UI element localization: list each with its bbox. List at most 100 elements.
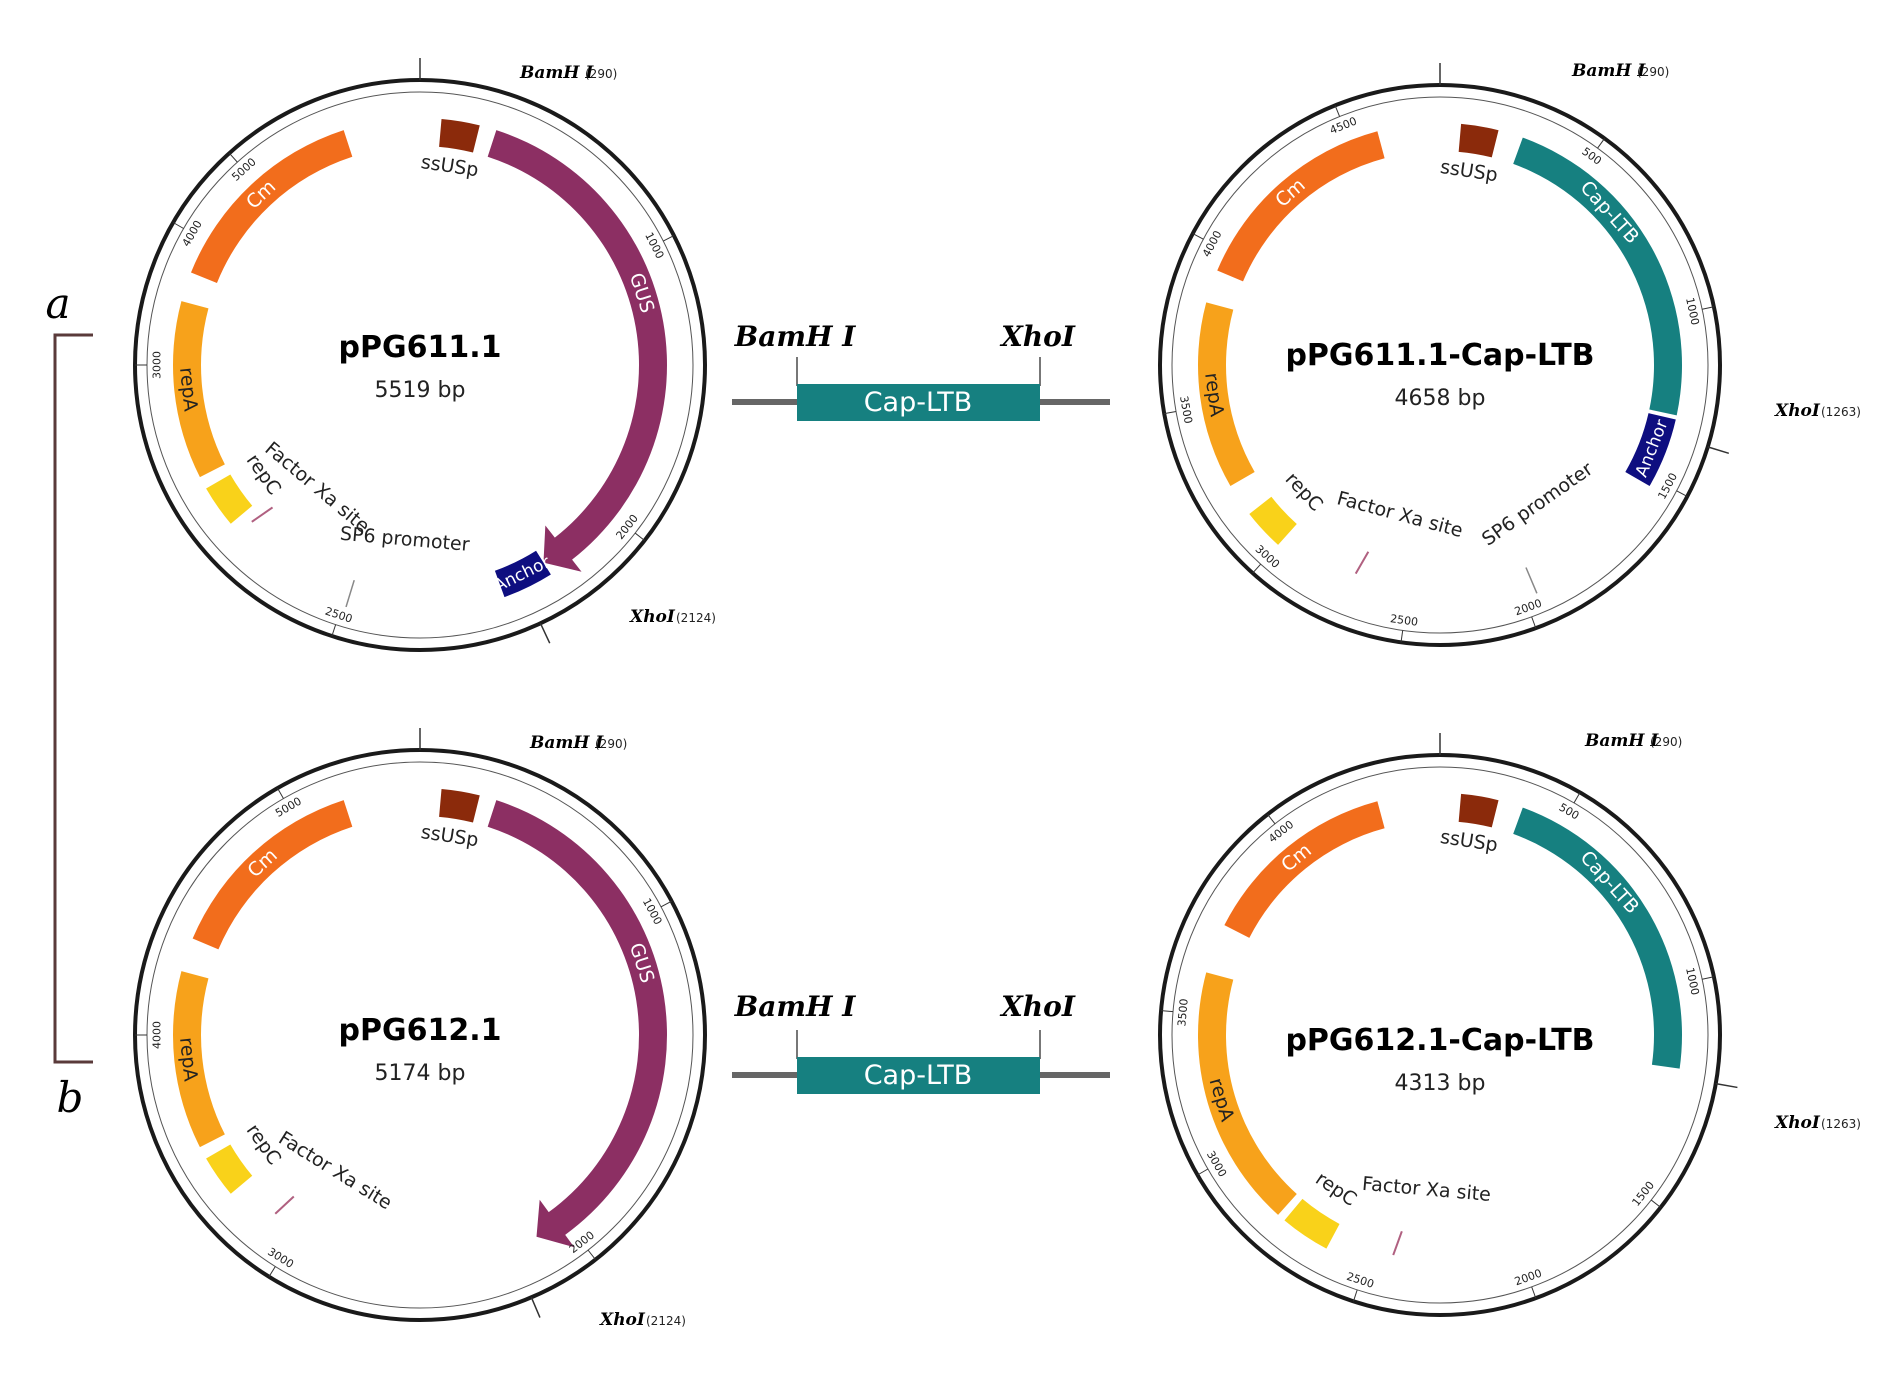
tick-label: 1000	[642, 230, 666, 261]
ssusp-label: ssUSp	[1439, 826, 1499, 856]
tick-mark	[172, 222, 184, 229]
plasmid-inner-ring	[1171, 766, 1709, 1304]
ssusp-label: ssUSp	[1439, 156, 1499, 186]
restriction-site-position: (290)	[1637, 65, 1669, 79]
ssusp-label: ssUSp	[419, 151, 479, 181]
fragment-label: Cap-LTB	[864, 387, 973, 418]
tick-mark	[1267, 814, 1276, 825]
tick-mark	[1197, 1168, 1209, 1176]
factor-xa-label: Factor Xa site	[1361, 1173, 1492, 1206]
ssUSp-feature	[1458, 793, 1499, 828]
tick-label: 3000	[265, 1245, 296, 1271]
tick-label: 1500	[1630, 1179, 1657, 1209]
gus-feature	[487, 130, 667, 572]
cap-ltb-label: Cap-LTB	[1576, 847, 1643, 919]
tick-label: 5000	[273, 795, 304, 820]
fragment-right-site: XhoI	[999, 990, 1076, 1023]
restriction-site-name: XhoI	[1774, 1113, 1821, 1133]
tick-mark	[1334, 105, 1341, 117]
plasmid-size: 4658 bp	[1395, 386, 1486, 411]
tick-mark	[1164, 411, 1177, 415]
tick-label: 4000	[151, 1021, 164, 1049]
restriction-site-position: (2124)	[676, 611, 716, 625]
sp6-promoter-label: SP6 promoter	[339, 523, 470, 556]
fragment-left-site: BamH I	[734, 990, 857, 1023]
plasmid-size: 4313 bp	[1395, 1071, 1486, 1096]
restriction-site-name: XhoI	[629, 607, 676, 627]
factor-xa-marker	[1392, 1230, 1403, 1256]
plasmid-inner-ring	[1171, 96, 1709, 634]
restriction-site-name: BamH I	[1584, 731, 1659, 751]
tick-label: 3500	[1177, 395, 1195, 425]
sp6-promoter-marker	[345, 579, 355, 608]
tick-mark	[634, 532, 645, 541]
tick-label: 3500	[1175, 998, 1190, 1027]
insert-fragment-top: Cap-LTB BamH I XhoI	[732, 320, 1110, 421]
plasmid-size: 5519 bp	[375, 378, 466, 403]
tick-mark	[1352, 1289, 1358, 1302]
tick-label: 1000	[640, 896, 665, 927]
restriction-site-marker	[1707, 446, 1730, 455]
tick-label: 1000	[1683, 966, 1702, 996]
repC-feature	[206, 474, 253, 524]
ssUSp-feature	[1458, 123, 1499, 158]
restriction-site-marker	[1715, 1082, 1738, 1089]
tick-mark	[1573, 792, 1581, 804]
ssUSp-feature	[439, 788, 480, 823]
repA-feature	[173, 301, 225, 478]
cap-ltb-label: Cap-LTB	[1576, 177, 1643, 249]
anchor-feature	[494, 550, 551, 598]
tick-label: 3000	[1253, 543, 1283, 571]
factor-xa-marker	[274, 1195, 295, 1215]
panel-label-a: a	[45, 279, 70, 328]
sp6-promoter-marker	[1525, 567, 1538, 594]
tick-mark	[1650, 1199, 1661, 1208]
tick-mark	[1597, 138, 1605, 149]
tick-label: 4000	[180, 218, 205, 249]
plasmid-name: pPG612.1	[339, 1013, 502, 1048]
repa-label: repA	[175, 1036, 201, 1082]
tick-mark	[1161, 1010, 1174, 1013]
cm-feature	[1224, 801, 1385, 938]
repa-label: repA	[175, 366, 201, 412]
cm-feature	[192, 800, 353, 950]
cm-feature	[1217, 131, 1385, 282]
tick-mark	[228, 152, 238, 163]
fragment-left-site: BamH I	[734, 320, 857, 353]
restriction-site-position: (290)	[585, 67, 617, 81]
tick-label: 2000	[1513, 1267, 1544, 1289]
tick-label: 500	[1557, 801, 1582, 823]
insert-fragment-bottom: Cap-LTB BamH I XhoI	[732, 990, 1110, 1094]
factor-xa-label: Factor Xa site	[1335, 487, 1466, 542]
restriction-site-name: XhoI	[599, 1310, 646, 1330]
tick-mark	[1676, 490, 1688, 497]
tick-mark	[660, 900, 672, 908]
anchor-feature	[1625, 413, 1676, 486]
factor-xa-marker	[251, 506, 274, 523]
repC-feature	[1284, 1198, 1340, 1249]
panel-label-b: b	[57, 1073, 84, 1122]
tick-mark	[663, 235, 675, 242]
tick-mark	[331, 624, 337, 637]
tick-mark	[1702, 306, 1714, 310]
restriction-site-position: (290)	[595, 737, 627, 751]
tick-label: 1000	[1683, 296, 1702, 326]
tick-label: 2500	[1389, 612, 1419, 629]
restriction-site-name: XhoI	[1774, 401, 1821, 421]
tick-mark	[268, 1266, 276, 1277]
tick-mark	[277, 787, 284, 799]
tick-mark	[1531, 1286, 1537, 1299]
tick-label: 2000	[1513, 597, 1544, 619]
repA-feature	[173, 971, 225, 1148]
restriction-site-marker	[530, 1297, 541, 1318]
plasmid-name: pPG611.1	[339, 330, 502, 365]
cm-feature	[190, 130, 353, 283]
tick-mark	[1531, 616, 1537, 629]
tick-label: 1500	[1655, 471, 1680, 502]
cap-feature	[1513, 807, 1682, 1069]
repA-feature	[1198, 302, 1255, 486]
fragment-right-site: XhoI	[999, 320, 1076, 353]
repc-label: repC	[1281, 468, 1327, 515]
